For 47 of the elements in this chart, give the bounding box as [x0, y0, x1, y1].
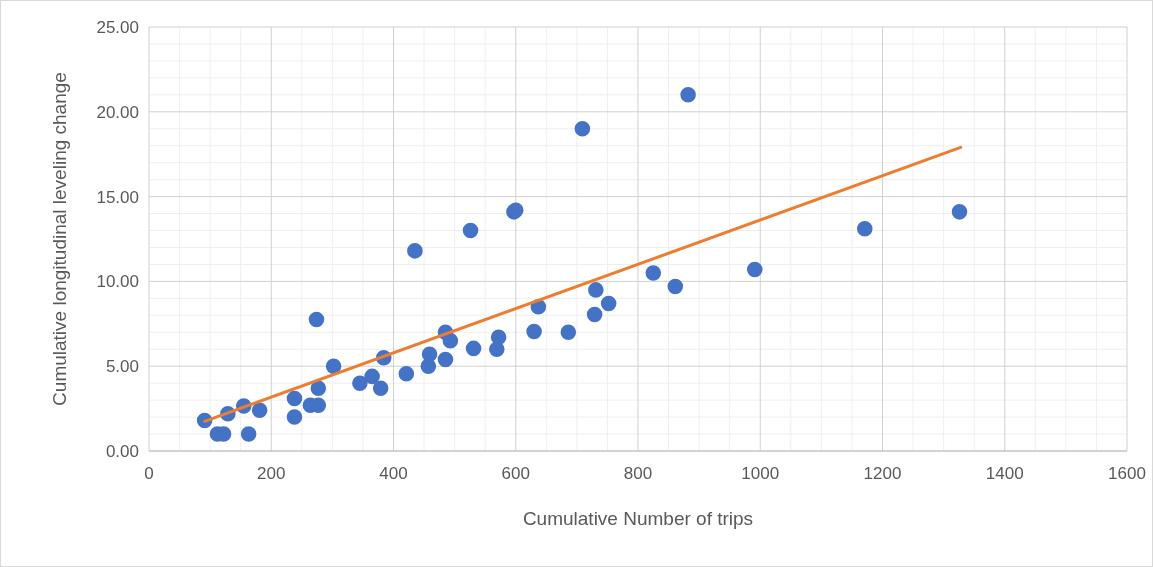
point	[286, 390, 303, 407]
point	[951, 204, 968, 220]
point	[857, 221, 873, 237]
point	[308, 311, 325, 328]
point	[310, 380, 327, 397]
x-tick-label: 200	[257, 464, 286, 483]
point	[645, 265, 662, 281]
y-tick-label: 15.00	[96, 187, 139, 207]
point	[442, 333, 459, 349]
point	[680, 87, 696, 103]
point	[588, 282, 604, 298]
y-tick-label: 20.00	[96, 102, 139, 122]
x-tick-label: 0	[144, 464, 154, 483]
point	[462, 222, 479, 239]
y-axis-title: Cumulative longitudinal leveling change	[49, 72, 70, 406]
point	[364, 368, 380, 385]
y-tick-label: 25.00	[96, 17, 139, 37]
x-tick-label: 1200	[863, 464, 902, 483]
y-tick-label: 5.00	[105, 357, 139, 377]
point	[251, 402, 268, 419]
point	[372, 380, 389, 397]
point	[586, 306, 603, 323]
point	[526, 323, 542, 340]
point	[240, 426, 257, 442]
x-tick-label: 600	[501, 464, 530, 483]
point	[574, 121, 591, 137]
x-tick-label: 400	[379, 464, 408, 483]
point	[286, 409, 303, 425]
x-axis-title: Cumulative Number of trips	[522, 508, 754, 529]
point	[421, 346, 438, 363]
x-tick-label: 1600	[1108, 464, 1146, 483]
point	[600, 295, 617, 312]
point	[667, 278, 684, 295]
point	[465, 340, 482, 357]
point	[746, 261, 763, 278]
point	[407, 243, 423, 259]
y-tick-label: 10.00	[96, 272, 139, 292]
point	[490, 329, 507, 346]
x-tick-label: 1400	[985, 464, 1024, 483]
x-tick-label: 1000	[741, 464, 780, 483]
point	[437, 351, 454, 368]
point	[325, 358, 342, 374]
y-tick-label: 0.00	[105, 441, 139, 461]
point	[398, 366, 415, 382]
point	[560, 324, 577, 341]
x-tick-label: 800	[623, 464, 653, 483]
point	[352, 375, 368, 391]
